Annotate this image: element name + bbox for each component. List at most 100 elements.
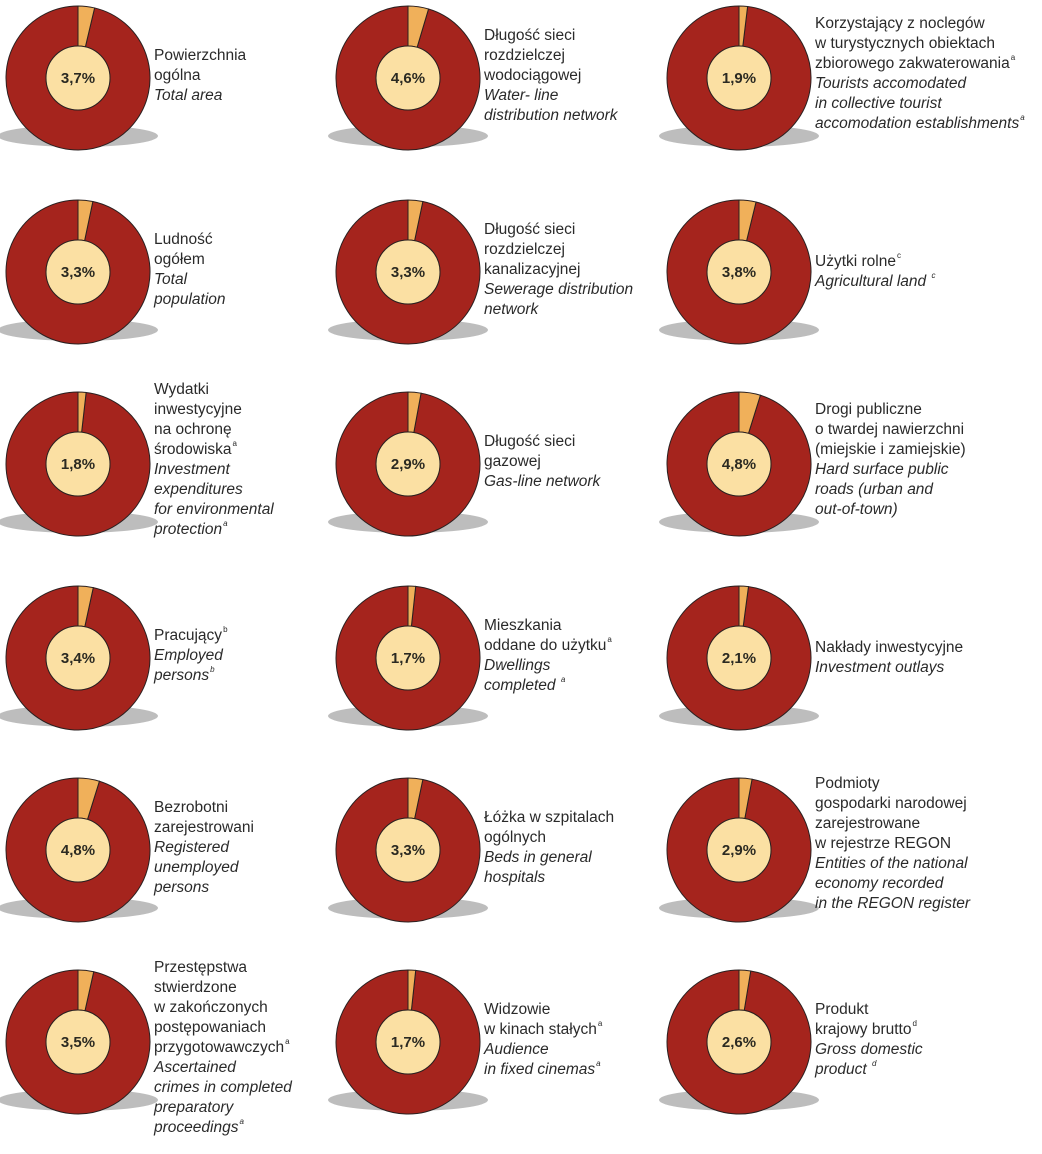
caption-text: Pracujący bbox=[154, 627, 223, 644]
caption-line-pl: o twardej nawierzchni bbox=[815, 420, 966, 440]
donut-svg: 1,8% bbox=[0, 391, 158, 537]
caption-text: ogólnych bbox=[484, 829, 547, 846]
caption-text: Entities of the national bbox=[815, 855, 968, 872]
caption-text: inwestycyjne bbox=[154, 401, 242, 418]
donut-chart: 2,6% Produkt krajowy bruttod Gross domestic… bbox=[659, 964, 1001, 1154]
chart-caption: Przestępstwa stwierdzone w zakończonych pos… bbox=[154, 958, 292, 1138]
chart-caption: Długość sieci gazowej Gas-line network bbox=[484, 432, 600, 492]
caption-line-en: for environmental bbox=[154, 500, 274, 520]
caption-line-pl: Przestępstwa bbox=[154, 958, 292, 978]
caption-text: hospitals bbox=[484, 869, 546, 886]
donut-chart: 2,9% Podmioty gospodarki narodowej zarejest… bbox=[659, 772, 1001, 962]
caption-line-pl: zarejestrowani bbox=[154, 818, 254, 838]
chart-caption: Produkt krajowy bruttod Gross domestic prod… bbox=[815, 1000, 923, 1080]
caption-text: economy recorded bbox=[815, 875, 944, 892]
caption-line-pl: Nakłady inwestycyjne bbox=[815, 638, 963, 658]
caption-line-pl: oddane do użytkua bbox=[484, 636, 612, 656]
donut-chart: 3,4% Pracującyb Employed personsb bbox=[0, 580, 340, 770]
caption-text: Employed bbox=[154, 647, 223, 664]
caption-text: expenditures bbox=[154, 481, 243, 498]
caption-text: Registered bbox=[154, 839, 229, 856]
caption-text: Dwellings bbox=[484, 657, 551, 674]
caption-line-pl: środowiskaa bbox=[154, 440, 274, 460]
donut-chart: 4,8% Drogi publiczne o twardej nawierzchni… bbox=[659, 386, 1001, 576]
footnote-marker: c bbox=[896, 251, 901, 260]
caption-text: completed bbox=[484, 677, 560, 694]
percentage-label: 4,8% bbox=[61, 842, 95, 859]
caption-text: Widzowie bbox=[484, 1001, 551, 1018]
caption-line-pl: zarejestrowane bbox=[815, 814, 970, 834]
caption-line-pl: w zakończonych bbox=[154, 998, 292, 1018]
donut-chart: 1,9% Korzystający z noclegów w turystyczny… bbox=[659, 0, 1025, 190]
percentage-label: 3,3% bbox=[61, 264, 95, 281]
chart-caption: Długość sieci rozdzielczej kanalizacyjnej S… bbox=[484, 220, 633, 320]
caption-text: unemployed bbox=[154, 859, 239, 876]
caption-text: Długość sieci bbox=[484, 27, 576, 44]
caption-line-en: Total bbox=[154, 270, 226, 290]
caption-line-en: network bbox=[484, 300, 633, 320]
caption-line-en: product d bbox=[815, 1060, 923, 1080]
caption-text: rozdzielczej bbox=[484, 241, 565, 258]
caption-line-en: Audience bbox=[484, 1040, 602, 1060]
percentage-label: 3,4% bbox=[61, 650, 95, 667]
donut-center bbox=[45, 625, 111, 691]
donut-center bbox=[45, 431, 111, 497]
chart-caption: Mieszkania oddane do użytkua Dwellings comp… bbox=[484, 616, 612, 696]
caption-text: preparatory bbox=[154, 1099, 234, 1116]
caption-line-en: Investment bbox=[154, 460, 274, 480]
footnote-marker: d bbox=[912, 1019, 917, 1028]
caption-text: o twardej nawierzchni bbox=[815, 421, 965, 438]
caption-text: Agricultural land bbox=[815, 273, 931, 290]
caption-line-en: hospitals bbox=[484, 868, 614, 888]
footnote-marker: a bbox=[560, 675, 566, 684]
donut-chart: 1,7% Mieszkania oddane do użytkua Dwellings… bbox=[328, 580, 670, 770]
donut-svg: 2,9% bbox=[659, 777, 819, 923]
donut-svg: 3,3% bbox=[328, 199, 488, 345]
caption-line-pl: ogólnych bbox=[484, 828, 614, 848]
chart-caption: Nakłady inwestycyjne Investment outlays bbox=[815, 638, 963, 678]
caption-line-pl: Mieszkania bbox=[484, 616, 612, 636]
footnote-marker: a bbox=[232, 439, 237, 448]
chart-caption: Wydatki inwestycyjne na ochronę środowiskaa… bbox=[154, 380, 274, 540]
caption-text: przygotowawczych bbox=[154, 1039, 285, 1056]
donut-chart: 2,9% Długość sieci gazowej Gas-line network bbox=[328, 386, 670, 576]
caption-text: Wydatki bbox=[154, 381, 209, 398]
caption-line-en: preparatory bbox=[154, 1098, 292, 1118]
caption-line-en: Beds in general bbox=[484, 848, 614, 868]
donut-center bbox=[45, 45, 111, 111]
caption-line-pl: Bezrobotni bbox=[154, 798, 254, 818]
caption-line-en: personsb bbox=[154, 666, 228, 686]
caption-text: na ochronę bbox=[154, 421, 232, 438]
caption-line-pl: Podmioty bbox=[815, 774, 970, 794]
caption-line-en: unemployed bbox=[154, 858, 254, 878]
caption-line-en: proceedingsa bbox=[154, 1118, 292, 1138]
percentage-label: 1,9% bbox=[722, 70, 756, 87]
caption-text: Ludność bbox=[154, 231, 213, 248]
percentage-label: 3,8% bbox=[722, 264, 756, 281]
caption-text: in the REGON register bbox=[815, 895, 971, 912]
caption-line-pl: (miejskie i zamiejskie) bbox=[815, 440, 966, 460]
caption-line-en: population bbox=[154, 290, 226, 310]
caption-line-pl: w turystycznych obiektach bbox=[815, 34, 1025, 54]
caption-line-pl: rozdzielczej bbox=[484, 46, 618, 66]
caption-text: Produkt bbox=[815, 1001, 869, 1018]
percentage-label: 1,7% bbox=[391, 650, 425, 667]
caption-text: Ascertained bbox=[154, 1059, 236, 1076]
caption-text: rozdzielczej bbox=[484, 47, 565, 64]
caption-line-pl: wodociągowej bbox=[484, 66, 618, 86]
caption-text: Audience bbox=[484, 1041, 549, 1058]
caption-line-en: economy recorded bbox=[815, 874, 970, 894]
caption-text: distribution network bbox=[484, 107, 618, 124]
donut-chart: 4,8% Bezrobotni zarejestrowani Registered un… bbox=[0, 772, 340, 962]
caption-line-en: out-of-town) bbox=[815, 500, 966, 520]
caption-line-pl: zbiorowego zakwaterowaniaa bbox=[815, 54, 1025, 74]
caption-line-pl: Widzowie bbox=[484, 1000, 602, 1020]
donut-chart: 1,7% Widzowie w kinach stałycha Audience in … bbox=[328, 964, 670, 1154]
caption-text: for environmental bbox=[154, 501, 274, 518]
caption-line-en: Total area bbox=[154, 86, 246, 106]
caption-line-en: accomodation establishmentsa bbox=[815, 114, 1025, 134]
caption-text: Water- line bbox=[484, 87, 559, 104]
percentage-label: 3,7% bbox=[61, 70, 95, 87]
caption-line-pl: Pracującyb bbox=[154, 626, 228, 646]
caption-line-en: persons bbox=[154, 878, 254, 898]
